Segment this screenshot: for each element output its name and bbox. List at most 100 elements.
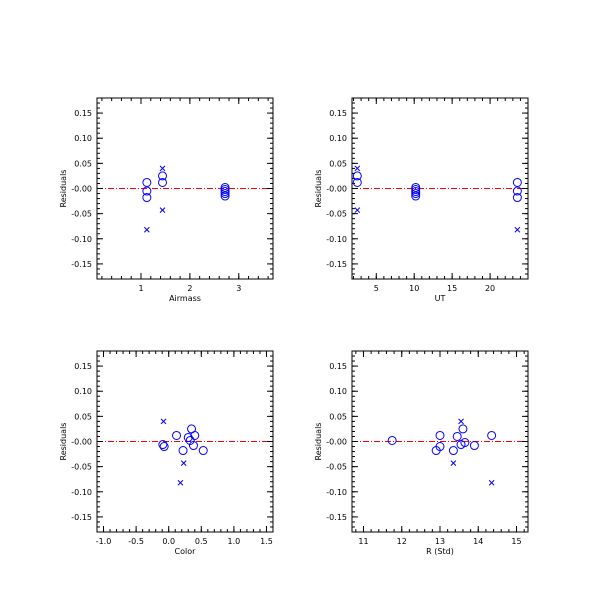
circle-point xyxy=(469,441,479,451)
circle-point xyxy=(458,424,468,434)
cross-point xyxy=(450,460,457,466)
y-tick-label: -0.00 xyxy=(326,185,347,194)
circle-point xyxy=(512,186,522,196)
y-tick-label: 0.15 xyxy=(74,109,92,118)
y-tick-label: 0.05 xyxy=(74,159,92,168)
x-tick-label: 3 xyxy=(236,284,241,293)
y-tick-label: 0.15 xyxy=(329,109,347,118)
y-tick-label: 0.10 xyxy=(74,387,92,396)
y-tick-label: -0.00 xyxy=(71,438,92,447)
circle-point xyxy=(198,446,208,456)
y-axis-label: Residuals xyxy=(59,170,68,208)
y-axis-label: Residuals xyxy=(314,170,323,208)
y-tick-label: -0.10 xyxy=(326,235,347,244)
x-tick-label: 11 xyxy=(358,537,368,546)
residual-plot-4: -0.15 -0.10 -0.05 -0.00 0.05 0.10 0.15 11 12 13 14… xyxy=(314,350,529,556)
circle-point xyxy=(220,189,230,199)
circle-point xyxy=(435,442,445,452)
circle-point xyxy=(487,430,497,440)
cross-point xyxy=(458,418,464,425)
circle-point xyxy=(142,186,152,196)
y-tick-label: -0.05 xyxy=(326,463,347,472)
x-tick-label: 10 xyxy=(409,284,419,293)
residual-plot-1: -0.15 -0.10 -0.05 -0.00 0.05 0.10 0.15 1 2 3 Airma… xyxy=(59,97,274,303)
circle-point xyxy=(512,177,522,187)
cross-point xyxy=(354,165,361,172)
y-tick-label: -0.10 xyxy=(71,488,92,497)
y-tick-label: -0.10 xyxy=(71,235,92,244)
x-tick-label: 14 xyxy=(473,537,483,546)
y-axis-label: Residuals xyxy=(59,423,68,461)
y-tick-label: -0.05 xyxy=(71,463,92,472)
y-tick-label: -0.10 xyxy=(326,488,347,497)
y-tick-label: -0.00 xyxy=(326,438,347,447)
circle-point xyxy=(512,193,522,203)
circle-point xyxy=(460,438,470,448)
circle-point xyxy=(190,430,200,440)
circle-point xyxy=(435,430,445,440)
x-tick-label: 1 xyxy=(138,284,143,293)
y-tick-label: -0.15 xyxy=(326,513,347,522)
circle-point xyxy=(142,177,152,187)
y-tick-label: 0.10 xyxy=(74,134,92,143)
cross-point xyxy=(159,165,166,172)
y-tick-label: -0.00 xyxy=(71,185,92,194)
x-axis-label: R (Std) xyxy=(426,547,454,556)
cross-point xyxy=(514,226,521,233)
x-tick-label: 12 xyxy=(397,537,407,546)
x-tick-label: 1.0 xyxy=(228,537,241,546)
circle-point xyxy=(387,435,397,445)
x-tick-label: 13 xyxy=(435,537,445,546)
cross-point xyxy=(180,460,187,466)
circle-point xyxy=(220,191,230,201)
x-axis-label: UT xyxy=(435,294,446,303)
y-tick-label: 0.10 xyxy=(329,134,347,143)
x-axis-label: Airmass xyxy=(169,294,201,303)
y-tick-label: 0.05 xyxy=(74,412,92,421)
circle-point xyxy=(158,440,168,450)
cross-point xyxy=(354,207,361,213)
circle-point xyxy=(159,442,169,452)
y-tick-label: 0.05 xyxy=(329,159,347,168)
residual-plot-2: -0.15 -0.10 -0.05 -0.00 0.05 0.10 0.15 5 10 15 20 U… xyxy=(314,97,529,303)
circle-point xyxy=(188,441,198,451)
circle-point xyxy=(411,191,421,201)
x-tick-label: -1.0 xyxy=(96,537,112,546)
cross-point xyxy=(160,418,167,425)
cross-point xyxy=(488,479,495,486)
x-tick-label: 15 xyxy=(447,284,457,293)
y-tick-label: 0.10 xyxy=(329,387,347,396)
x-tick-label: -0.5 xyxy=(128,537,144,546)
y-tick-label: -0.15 xyxy=(71,513,92,522)
x-tick-label: 5 xyxy=(374,284,379,293)
x-tick-label: 1.5 xyxy=(260,537,273,546)
circle-point xyxy=(178,446,188,456)
residual-plot-3: -0.15 -0.10 -0.05 -0.00 0.05 0.10 0.15 -1.0 -0.5… xyxy=(59,350,274,556)
circle-point xyxy=(172,430,182,440)
y-tick-label: -0.15 xyxy=(71,260,92,269)
x-tick-label: 20 xyxy=(485,284,495,293)
y-tick-label: 0.15 xyxy=(329,362,347,371)
x-tick-label: 15 xyxy=(511,537,521,546)
y-tick-label: -0.15 xyxy=(326,260,347,269)
circle-point xyxy=(452,431,462,441)
cross-point xyxy=(177,479,184,486)
y-axis-label: Residuals xyxy=(314,423,323,461)
circle-point xyxy=(158,171,168,181)
y-tick-label: 0.15 xyxy=(74,362,92,371)
y-tick-label: 0.05 xyxy=(329,412,347,421)
cross-point xyxy=(159,207,166,213)
circle-point xyxy=(352,177,362,187)
circle-point xyxy=(352,171,362,181)
circle-point xyxy=(448,446,458,456)
cross-point xyxy=(144,226,150,233)
y-tick-label: -0.05 xyxy=(326,210,347,219)
circle-point xyxy=(158,177,168,187)
x-tick-label: 2 xyxy=(187,284,192,293)
circle-point xyxy=(142,193,152,203)
x-axis-label: Color xyxy=(175,547,197,556)
circle-point xyxy=(185,435,195,445)
circle-point xyxy=(411,189,421,199)
x-tick-label: 0.5 xyxy=(195,537,208,546)
